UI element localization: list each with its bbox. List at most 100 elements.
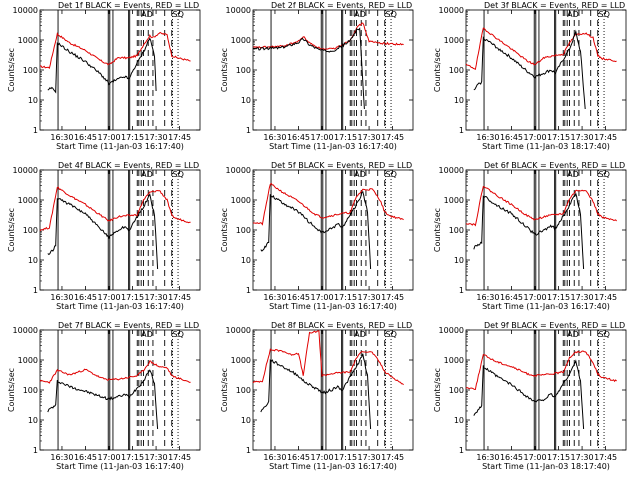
y-tick-label: 100 — [449, 66, 464, 75]
x-tick-label: 17:00 — [523, 133, 546, 142]
y-tick-label: 10 — [28, 416, 38, 425]
x-axis-label: Start Time (11-Jan-03 16:17:40) — [269, 302, 397, 311]
y-tick-label: 10 — [454, 416, 464, 425]
x-axis-label: Start Time (11-Jan-03 16:17:40) — [56, 302, 184, 311]
y-tick-label: 10000 — [439, 6, 464, 15]
y-tick-label: 1000 — [18, 196, 38, 205]
y-tick-label: 10000 — [13, 6, 38, 15]
y-tick-label: 10 — [241, 256, 251, 265]
panel-4: Det 4f BLACK = Events, RED = LLD 1 10 100 10… — [7, 161, 201, 311]
annotation-ad: AD — [354, 10, 366, 19]
annotation-sq: SQ — [173, 330, 184, 339]
x-tick-label: 17:15 — [121, 453, 144, 462]
series-lld — [465, 185, 617, 227]
x-tick-label: 16:45 — [500, 293, 523, 302]
y-tick-label: 100 — [23, 386, 38, 395]
y-tick-label: 1000 — [231, 36, 251, 45]
panel-6: Det 6f BLACK = Events, RED = LLD 1 10 100 10… — [433, 161, 627, 311]
series-events — [47, 369, 159, 430]
x-tick-label: 17:30 — [145, 453, 168, 462]
y-tick-label: 100 — [236, 226, 251, 235]
y-tick-label: 1 — [33, 126, 38, 135]
x-axis-label: Start Time (11-Jan-03 16:17:40) — [269, 462, 397, 471]
annotation-ad: AD — [141, 10, 153, 19]
x-tick-label: 17:45 — [168, 293, 191, 302]
x-axis-label: Start Time (11-Jan-03 18:17:40) — [482, 142, 610, 151]
x-axis-label: Start Time (11-Jan-03 16:17:40) — [56, 462, 184, 471]
x-tick-label: 16:45 — [74, 133, 97, 142]
x-tick-label: 16:45 — [74, 293, 97, 302]
plot-frame — [465, 9, 627, 131]
x-tick-label: 16:30 — [50, 453, 73, 462]
x-tick-label: 16:45 — [287, 133, 310, 142]
annotation-sq: SQ — [386, 170, 397, 179]
x-tick-label: 17:45 — [381, 453, 404, 462]
y-axis-label: Counts/sec — [7, 48, 16, 92]
x-axis-label: Start Time (11-Jan-03 18:17:40) — [482, 462, 610, 471]
y-tick-label: 1000 — [231, 196, 251, 205]
x-tick-label: 17:30 — [571, 453, 594, 462]
y-tick-label: 10 — [28, 256, 38, 265]
y-axis-label: Counts/sec — [7, 368, 16, 412]
x-tick-label: 17:30 — [358, 133, 381, 142]
y-tick-label: 1000 — [18, 36, 38, 45]
annotation-sq: SQ — [599, 170, 610, 179]
y-tick-label: 10000 — [439, 166, 464, 175]
annotation-ad: AD — [141, 330, 153, 339]
series-lld — [465, 350, 617, 391]
x-tick-label: 16:30 — [476, 453, 499, 462]
annotation-sq: SQ — [173, 170, 184, 179]
panel-3: Det 3f BLACK = Events, RED = LLD 1 10 100 10… — [433, 1, 627, 151]
y-axis-label: Counts/sec — [433, 208, 442, 252]
series-lld — [252, 22, 404, 50]
x-tick-label: 16:30 — [476, 293, 499, 302]
panel-9: Det 9f BLACK = Events, RED = LLD 1 10 100 10… — [433, 321, 627, 471]
y-axis-label: Counts/sec — [433, 48, 442, 92]
x-tick-label: 16:30 — [50, 133, 73, 142]
series-lld — [465, 27, 617, 71]
x-tick-label: 17:00 — [310, 453, 333, 462]
x-tick-label: 16:30 — [263, 453, 286, 462]
series-lld — [40, 31, 191, 69]
y-tick-label: 10 — [241, 96, 251, 105]
x-axis-label: Start Time (11-Jan-03 16:17:40) — [482, 302, 610, 311]
x-tick-label: 16:45 — [74, 453, 97, 462]
plot-frame — [39, 329, 201, 451]
x-tick-label: 17:30 — [571, 293, 594, 302]
x-axis-label: Start Time (11-Jan-03 16:17:40) — [56, 142, 184, 151]
y-tick-label: 1000 — [231, 356, 251, 365]
annotation-ad: AD — [354, 170, 366, 179]
y-tick-label: 10 — [454, 96, 464, 105]
series-events — [473, 359, 585, 430]
y-tick-label: 100 — [23, 226, 38, 235]
x-tick-label: 17:45 — [381, 133, 404, 142]
x-tick-label: 16:30 — [263, 293, 286, 302]
series-events — [252, 27, 365, 110]
x-tick-label: 17:00 — [523, 453, 546, 462]
x-tick-label: 16:45 — [500, 133, 523, 142]
x-tick-label: 17:45 — [594, 133, 617, 142]
y-tick-label: 100 — [236, 386, 251, 395]
y-axis-label: Counts/sec — [7, 208, 16, 252]
x-tick-label: 17:30 — [145, 133, 168, 142]
annotation-sq: SQ — [386, 330, 397, 339]
y-tick-label: 1 — [246, 286, 251, 295]
panel-7: Det 7f BLACK = Events, RED = LLD 1 10 100 10… — [7, 321, 201, 471]
y-tick-label: 100 — [449, 226, 464, 235]
x-tick-label: 17:45 — [594, 293, 617, 302]
annotation-ad: AD — [567, 330, 579, 339]
panel-title: Det 2f BLACK = Events, RED = LLD — [271, 1, 412, 10]
x-tick-label: 17:15 — [334, 293, 357, 302]
y-axis-label: Counts/sec — [433, 368, 442, 412]
annotation-sq: SQ — [386, 10, 397, 19]
x-tick-label: 17:00 — [310, 293, 333, 302]
y-tick-label: 10000 — [13, 326, 38, 335]
panel-title: Det 8f BLACK = Events, RED = LLD — [271, 321, 412, 330]
x-tick-label: 16:30 — [476, 133, 499, 142]
y-tick-label: 10000 — [439, 326, 464, 335]
x-tick-label: 16:45 — [287, 453, 310, 462]
y-tick-label: 10 — [454, 256, 464, 265]
panel-title: Det 6f BLACK = Events, RED = LLD — [484, 161, 625, 170]
series-lld — [252, 330, 404, 386]
x-tick-label: 17:45 — [381, 293, 404, 302]
